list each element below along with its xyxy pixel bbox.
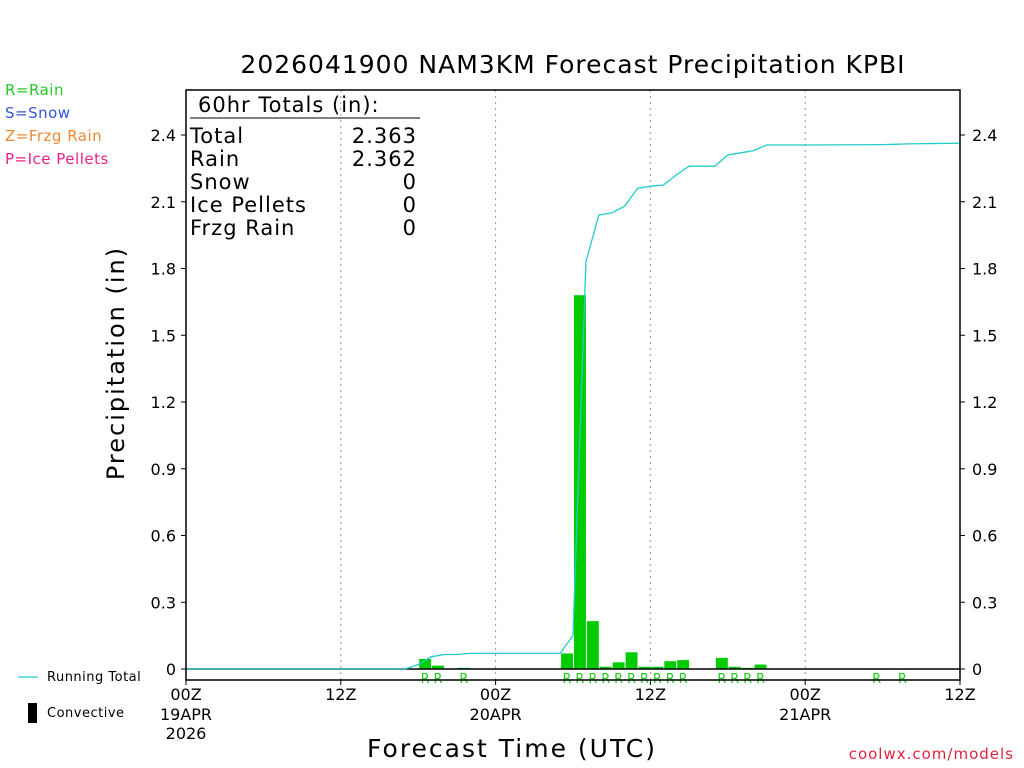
precip-type-legend-item: Z=Frzg Rain xyxy=(5,127,103,145)
precip-bar xyxy=(677,660,690,669)
credit-link[interactable]: coolwx.com/models xyxy=(848,745,1014,763)
y-tick-label-right: 0.9 xyxy=(972,460,997,479)
y-tick-label-right: 0.3 xyxy=(972,593,997,612)
convective-legend-label: Convective xyxy=(47,706,125,721)
precip-bar xyxy=(715,657,728,669)
totals-row-value: 0 xyxy=(403,216,417,240)
y-tick-label-left: 2.4 xyxy=(151,126,176,145)
precip-bar xyxy=(561,653,573,669)
totals-row-value: 2.362 xyxy=(352,147,417,171)
precip-bar xyxy=(754,664,767,669)
precip-bar xyxy=(599,666,612,669)
precip-type-legend-item: P=Ice Pellets xyxy=(5,150,109,168)
precip-type-legend-item: R=Rain xyxy=(5,81,64,99)
y-tick-label-left: 1.8 xyxy=(151,260,176,279)
totals-row-label: Total xyxy=(189,124,244,148)
convective-legend-swatch xyxy=(28,703,37,723)
totals-row-label: Ice Pellets xyxy=(190,193,307,217)
y-tick-label-right: 1.8 xyxy=(972,260,997,279)
totals-row-label: Frzg Rain xyxy=(190,216,295,240)
y-tick-label-left: 0.9 xyxy=(151,460,176,479)
precip-bar xyxy=(574,295,586,669)
precip-bar xyxy=(586,621,599,669)
x-tick-label: 12Z xyxy=(944,685,975,704)
x-tick-label: 00Z xyxy=(790,685,821,704)
running-total-legend-label: Running Total xyxy=(47,670,142,685)
precip-bar xyxy=(419,658,432,669)
y-tick-label-right: 2.4 xyxy=(972,126,997,145)
x-tick-date-label: 19APR xyxy=(160,705,212,724)
y-tick-label-left: 0.6 xyxy=(151,527,176,546)
x-axis-label: Forecast Time (UTC) xyxy=(367,734,657,763)
precip-type-legend-item: S=Snow xyxy=(5,104,71,122)
y-tick-label-left: 1.5 xyxy=(151,326,176,345)
x-tick-label: 12Z xyxy=(635,685,666,704)
plot-frame xyxy=(185,89,961,681)
y-tick-label-left: 0 xyxy=(166,660,176,679)
y-tick-label-right: 0.6 xyxy=(972,527,997,546)
y-tick-label-right: 1.5 xyxy=(972,326,997,345)
totals-row-label: Snow xyxy=(190,170,251,194)
precip-bar xyxy=(612,662,625,669)
totals-row-label: Rain xyxy=(190,147,240,171)
running-total-line xyxy=(186,142,961,670)
y-tick-label-right: 0 xyxy=(972,660,982,679)
y-tick-label-right: 1.2 xyxy=(972,393,997,412)
precip-bar xyxy=(728,666,741,669)
y-tick-label-left: 1.2 xyxy=(151,393,176,412)
precip-bar xyxy=(625,652,638,669)
y-tick-label-left: 0.3 xyxy=(151,593,176,612)
y-tick-label-right: 2.1 xyxy=(972,193,997,212)
y-tick-label-left: 2.1 xyxy=(151,193,176,212)
x-tick-label: 12Z xyxy=(325,685,356,704)
x-tick-year-label: 2026 xyxy=(166,724,207,743)
x-tick-date-label: 20APR xyxy=(470,705,522,724)
totals-row-value: 0 xyxy=(403,170,417,194)
precip-bar xyxy=(651,666,664,669)
precip-bar xyxy=(432,665,444,669)
totals-header: 60hr Totals (in): xyxy=(198,93,380,117)
totals-row-value: 2.363 xyxy=(352,124,417,148)
x-tick-label: 00Z xyxy=(170,685,201,704)
totals-row-value: 0 xyxy=(403,193,417,217)
precip-bar xyxy=(664,661,677,669)
precip-bar xyxy=(638,666,651,669)
x-tick-date-label: 21APR xyxy=(779,705,831,724)
x-tick-label: 00Z xyxy=(480,685,511,704)
chart-title: 2026041900 NAM3KM Forecast Precipitation… xyxy=(240,50,906,79)
